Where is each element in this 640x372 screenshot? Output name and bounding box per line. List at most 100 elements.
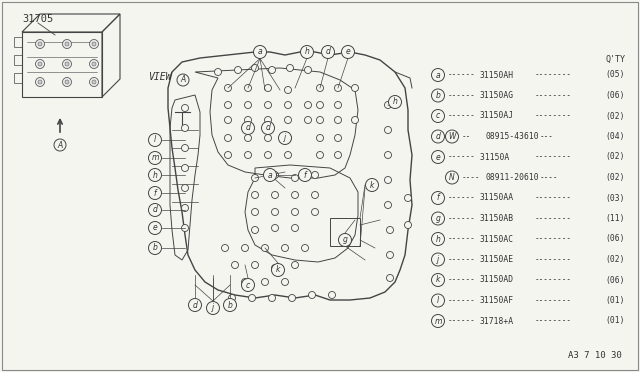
Text: f: f [436, 193, 439, 202]
Circle shape [264, 151, 271, 158]
Text: h: h [152, 170, 157, 180]
Circle shape [228, 295, 236, 301]
Circle shape [271, 208, 278, 215]
Text: g: g [342, 235, 348, 244]
Circle shape [385, 202, 392, 208]
Circle shape [342, 45, 355, 58]
Circle shape [431, 89, 445, 102]
Bar [14, 37, 22, 47]
Circle shape [244, 116, 252, 124]
Circle shape [285, 116, 291, 124]
Circle shape [252, 64, 259, 71]
Circle shape [90, 39, 99, 48]
Circle shape [182, 125, 189, 131]
Text: ------: ------ [448, 153, 476, 161]
Text: A3 7 10 30: A3 7 10 30 [568, 350, 622, 359]
Text: (04): (04) [605, 132, 625, 141]
Text: --------: -------- [535, 296, 572, 305]
Circle shape [271, 224, 278, 231]
Text: k: k [370, 180, 374, 189]
Text: g: g [436, 214, 440, 223]
Text: --: -- [462, 132, 471, 141]
Text: --------: -------- [535, 255, 572, 264]
Text: ---: --- [540, 132, 554, 141]
Circle shape [335, 84, 342, 92]
Text: --------: -------- [535, 234, 572, 244]
Text: 31150AE: 31150AE [480, 255, 514, 264]
Circle shape [241, 279, 255, 292]
Circle shape [291, 192, 298, 199]
Circle shape [385, 176, 392, 183]
Circle shape [431, 109, 445, 122]
Circle shape [385, 151, 392, 158]
Circle shape [65, 80, 69, 84]
Text: W: W [448, 132, 456, 141]
Circle shape [317, 102, 323, 109]
Text: h: h [305, 48, 309, 57]
Text: b: b [152, 244, 157, 253]
Circle shape [365, 179, 378, 192]
Text: (02): (02) [605, 173, 625, 182]
Circle shape [388, 96, 401, 109]
Circle shape [335, 116, 342, 124]
Circle shape [241, 279, 248, 285]
Circle shape [431, 68, 445, 81]
Circle shape [252, 192, 259, 199]
Circle shape [207, 301, 220, 314]
Circle shape [387, 275, 394, 282]
Text: ------: ------ [448, 234, 476, 244]
Circle shape [214, 68, 221, 76]
Circle shape [148, 203, 161, 217]
Text: ------: ------ [448, 214, 476, 223]
Circle shape [38, 80, 42, 84]
Circle shape [241, 244, 248, 251]
Circle shape [35, 60, 45, 68]
Circle shape [225, 116, 232, 124]
Circle shape [269, 295, 275, 301]
Text: ----: ---- [462, 173, 481, 182]
Text: (02): (02) [605, 112, 625, 121]
Text: 31150AJ: 31150AJ [480, 112, 514, 121]
Circle shape [285, 135, 291, 141]
Text: (02): (02) [605, 255, 625, 264]
Text: 31150AH: 31150AH [480, 71, 514, 80]
Circle shape [148, 241, 161, 254]
Text: (01): (01) [605, 317, 625, 326]
Text: (06): (06) [605, 234, 625, 244]
Circle shape [269, 67, 275, 74]
Text: ------: ------ [448, 317, 476, 326]
Circle shape [221, 244, 228, 251]
Text: d: d [152, 205, 157, 215]
Circle shape [148, 169, 161, 182]
Circle shape [278, 131, 291, 144]
Text: --------: -------- [535, 214, 572, 223]
Circle shape [385, 102, 392, 109]
Circle shape [232, 262, 239, 269]
Text: f: f [154, 189, 156, 198]
Circle shape [38, 42, 42, 46]
Text: ------: ------ [448, 112, 476, 121]
Text: (03): (03) [605, 193, 625, 202]
Circle shape [225, 135, 232, 141]
Circle shape [321, 45, 335, 58]
Text: h: h [392, 97, 397, 106]
Text: j: j [437, 255, 439, 264]
Circle shape [182, 164, 189, 171]
Circle shape [65, 42, 69, 46]
Circle shape [244, 151, 252, 158]
Text: 31150AF: 31150AF [480, 296, 514, 305]
Circle shape [298, 169, 312, 182]
Text: l: l [154, 135, 156, 144]
Circle shape [431, 314, 445, 327]
Circle shape [182, 205, 189, 212]
Circle shape [387, 251, 394, 259]
Circle shape [264, 116, 271, 124]
Circle shape [271, 192, 278, 199]
Text: --------: -------- [535, 112, 572, 121]
Circle shape [148, 221, 161, 234]
Circle shape [63, 60, 72, 68]
Circle shape [92, 62, 96, 66]
Circle shape [387, 227, 394, 234]
Text: m: m [151, 154, 159, 163]
Text: ------: ------ [448, 296, 476, 305]
